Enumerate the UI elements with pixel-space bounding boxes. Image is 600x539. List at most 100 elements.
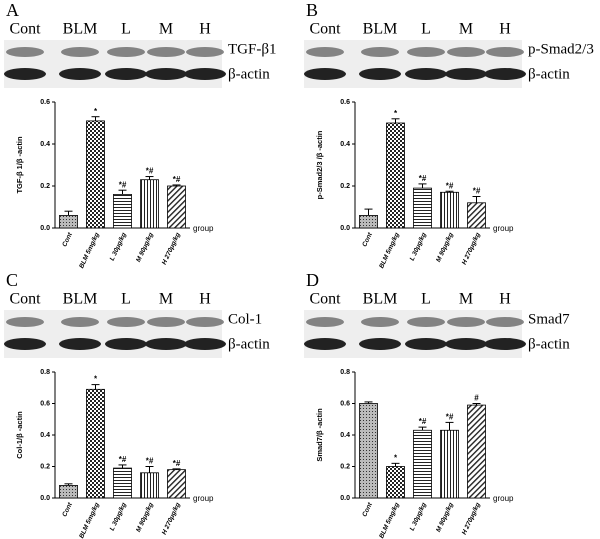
- blot-band: [4, 338, 46, 350]
- panel-label: D: [306, 270, 319, 290]
- bar: [113, 467, 132, 499]
- blot-band: [359, 338, 401, 350]
- x-tick-label: BLM 5mg/kg: [78, 502, 101, 539]
- error-bar: [391, 118, 400, 123]
- significance-label: *#: [119, 180, 127, 189]
- blot-label: TGF-β1: [228, 41, 276, 57]
- blot-band: [484, 338, 526, 350]
- significance-label: *: [94, 375, 98, 384]
- bar: [386, 122, 405, 229]
- blot-band: [59, 68, 101, 80]
- blot-band: [61, 317, 99, 327]
- bar: [440, 429, 459, 499]
- blot-band: [486, 47, 524, 57]
- bar: [167, 185, 186, 229]
- panel-label: C: [6, 270, 18, 290]
- bar: [113, 193, 132, 229]
- significance-label: *#: [446, 413, 454, 422]
- error-bar: [118, 464, 127, 469]
- bar: [59, 484, 78, 499]
- x-tick-label: BLM 5mg/kg: [378, 232, 401, 270]
- lane-label: BLM: [363, 21, 398, 38]
- blot-band: [447, 317, 485, 327]
- blot-band: [147, 47, 185, 57]
- blot-band: [405, 338, 447, 350]
- bar: [140, 179, 159, 229]
- lane-label: M: [159, 21, 173, 38]
- blot-band: [145, 338, 187, 350]
- significance-label: *: [394, 453, 398, 462]
- bar: [86, 120, 105, 229]
- y-axis-label: Col-1/β -actin: [15, 411, 24, 459]
- significance-label: *#: [119, 455, 127, 464]
- error-bar: [472, 403, 481, 406]
- lane-label: BLM: [363, 291, 398, 308]
- blot-band: [105, 68, 147, 80]
- lane-label: Cont: [309, 291, 341, 308]
- lane-label: H: [499, 291, 511, 308]
- bar: [413, 187, 432, 229]
- bar: [467, 404, 486, 499]
- x-tick-label: M 90μg/kg: [135, 232, 155, 264]
- x-axis-label: group: [493, 224, 514, 233]
- x-tick-label: H 270μg/kg: [161, 232, 182, 266]
- y-axis-label: Smad7/β -actin: [315, 408, 324, 462]
- lane-label: M: [459, 21, 473, 38]
- lane-label: H: [199, 21, 211, 38]
- bar: [167, 469, 186, 499]
- blot-label: p-Smad2/3: [528, 41, 594, 57]
- blot-band: [186, 47, 224, 57]
- error-bar: [118, 189, 127, 195]
- blot-band: [304, 338, 346, 350]
- blot-label: β-actin: [228, 336, 270, 352]
- lane-label: M: [459, 291, 473, 308]
- y-tick-label: 0.4: [40, 141, 50, 148]
- bar: [467, 202, 486, 229]
- blot-band: [306, 47, 344, 57]
- x-tick-label: BLM 5mg/kg: [78, 232, 101, 270]
- blot-band: [359, 68, 401, 80]
- y-tick-label: 0.6: [40, 400, 50, 407]
- error-bar: [64, 210, 73, 216]
- blot-band: [184, 68, 226, 80]
- blot-band: [486, 317, 524, 327]
- y-axis-label: TGF-β 1/β -actin: [15, 136, 24, 193]
- y-tick-label: 0.2: [40, 183, 50, 190]
- blot-band: [59, 338, 101, 350]
- blot-band: [4, 68, 46, 80]
- bar: [359, 214, 378, 229]
- x-tick-label: Cont: [361, 231, 374, 248]
- blot-band: [361, 47, 399, 57]
- error-bar: [172, 184, 181, 186]
- x-tick-label: L 30μg/kg: [109, 502, 128, 532]
- significance-label: *#: [146, 167, 154, 176]
- x-tick-label: L 30μg/kg: [409, 502, 428, 532]
- significance-label: *#: [173, 459, 181, 468]
- blot-band: [407, 317, 445, 327]
- y-tick-label: 0.0: [40, 495, 50, 502]
- blot-background: [4, 310, 222, 358]
- blot-band: [105, 338, 147, 350]
- x-tick-label: H 270μg/kg: [461, 232, 482, 266]
- blot-band: [107, 317, 145, 327]
- x-tick-label: L 30μg/kg: [409, 232, 428, 262]
- blot-band: [361, 317, 399, 327]
- error-bar: [364, 401, 373, 404]
- x-tick-label: BLM 5mg/kg: [378, 502, 401, 539]
- error-bar: [91, 384, 100, 390]
- error-bar: [445, 190, 454, 193]
- blot-band: [306, 317, 344, 327]
- panel-label: A: [6, 0, 19, 20]
- blot-band: [6, 47, 44, 57]
- significance-label: *#: [473, 187, 481, 196]
- y-tick-label: 0.4: [340, 141, 350, 148]
- blot-label: Smad7: [528, 311, 570, 327]
- error-bar: [418, 183, 427, 189]
- y-tick-label: 0.2: [340, 183, 350, 190]
- y-axis-label: p-Smad2/3 /β -actin: [315, 130, 324, 199]
- blot-band: [61, 47, 99, 57]
- lane-label: L: [421, 21, 431, 38]
